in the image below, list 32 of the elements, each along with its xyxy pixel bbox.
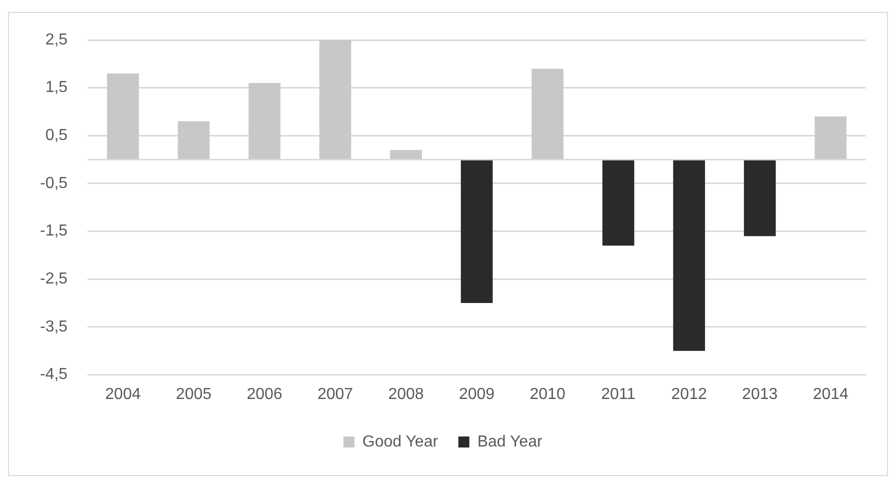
bar bbox=[814, 116, 847, 160]
bar bbox=[319, 40, 352, 160]
legend-label: Good Year bbox=[362, 433, 439, 450]
x-tick-label: 2005 bbox=[176, 386, 212, 403]
x-tick-label: 2010 bbox=[530, 386, 566, 403]
legend-label: Bad Year bbox=[477, 433, 543, 450]
bar bbox=[673, 160, 706, 351]
x-tick-label: 2011 bbox=[601, 386, 636, 403]
x-tick-label: 2009 bbox=[458, 386, 495, 403]
bar bbox=[460, 160, 493, 304]
y-tick-label: 0,5 bbox=[45, 127, 68, 144]
y-tick-label: -4,5 bbox=[40, 366, 68, 384]
bar bbox=[744, 160, 776, 236]
bar bbox=[248, 83, 280, 160]
bar bbox=[390, 150, 422, 160]
y-tick-label: 2,5 bbox=[45, 31, 68, 48]
x-tick-label: 2012 bbox=[671, 386, 707, 403]
y-tick-label: -2,5 bbox=[40, 270, 68, 288]
x-tick-label: 2008 bbox=[388, 386, 424, 403]
y-tick-label: -1,5 bbox=[40, 222, 68, 240]
x-tick-label: 2014 bbox=[812, 386, 849, 403]
bar bbox=[532, 68, 564, 160]
y-tick-label: 1,5 bbox=[45, 79, 68, 96]
y-tick-label: -3,5 bbox=[40, 318, 68, 336]
x-tick-label: 2007 bbox=[317, 386, 354, 403]
bar bbox=[178, 121, 210, 160]
x-tick-label: 2004 bbox=[105, 386, 141, 403]
x-tick-label: 2013 bbox=[742, 386, 778, 403]
bar bbox=[107, 73, 139, 160]
y-tick-label: -0,5 bbox=[40, 174, 68, 192]
x-tick-label: 2006 bbox=[246, 386, 282, 403]
bar bbox=[602, 160, 634, 246]
